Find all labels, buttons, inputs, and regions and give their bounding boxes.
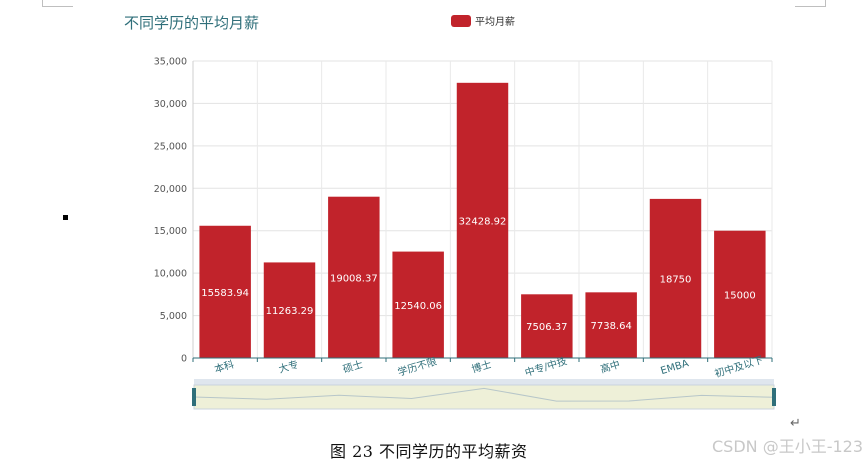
y-tick-label: 30,000 <box>154 99 187 110</box>
bar-value-label: 15000 <box>724 290 756 301</box>
bar-value-label: 7506.37 <box>526 322 567 333</box>
bar-value-label: 32428.92 <box>459 216 507 227</box>
bar <box>392 251 444 358</box>
y-tick-label: 35,000 <box>154 57 187 68</box>
x-tick-label: 硕士 <box>341 358 364 376</box>
bar-value-label: 18750 <box>660 274 692 285</box>
bar-value-label: 11263.29 <box>266 306 314 317</box>
legend-swatch <box>451 14 471 27</box>
page-corner-mark-left <box>42 0 73 7</box>
bar <box>456 82 509 359</box>
bar <box>521 294 573 358</box>
datazoom-handle-right[interactable] <box>772 388 776 406</box>
y-tick-label: 25,000 <box>154 141 187 152</box>
bar-value-label: 7738.64 <box>590 321 631 332</box>
datazoom-data-shadow <box>193 387 775 402</box>
x-tick-label: 博士 <box>470 358 493 376</box>
page-corner-mark-right <box>795 0 826 7</box>
chart-title: 不同学历的平均月薪 <box>124 14 260 32</box>
x-tick-label: 本科 <box>213 358 236 376</box>
y-tick-label: 15,000 <box>154 226 187 237</box>
y-tick-label: 5,000 <box>160 311 187 322</box>
chart-legend[interactable]: 平均月薪 <box>451 13 515 28</box>
x-tick-label: 大专 <box>277 358 300 376</box>
y-tick-label: 10,000 <box>154 269 187 280</box>
bar <box>714 230 766 358</box>
y-tick-label: 20,000 <box>154 184 187 195</box>
bar <box>328 196 380 358</box>
bar <box>649 198 702 358</box>
bar <box>263 262 316 358</box>
y-tick-label: 0 <box>181 354 187 365</box>
x-tick-label: 高中 <box>599 358 622 376</box>
figure-caption: 图 23 不同学历的平均薪资 <box>330 442 528 461</box>
bar-value-label: 19008.37 <box>330 273 378 284</box>
bar-value-label: 12540.06 <box>394 301 442 312</box>
datazoom-handle-left[interactable] <box>192 388 196 406</box>
list-bullet <box>63 215 68 220</box>
legend-label: 平均月薪 <box>475 17 515 28</box>
paragraph-return-mark: ↵ <box>790 416 801 431</box>
x-tick-label: EMBA <box>659 358 690 377</box>
bar <box>199 225 251 358</box>
watermark: CSDN @王小王-123 <box>712 437 864 456</box>
bar <box>585 292 637 358</box>
bar-value-label: 15583.94 <box>201 288 249 299</box>
